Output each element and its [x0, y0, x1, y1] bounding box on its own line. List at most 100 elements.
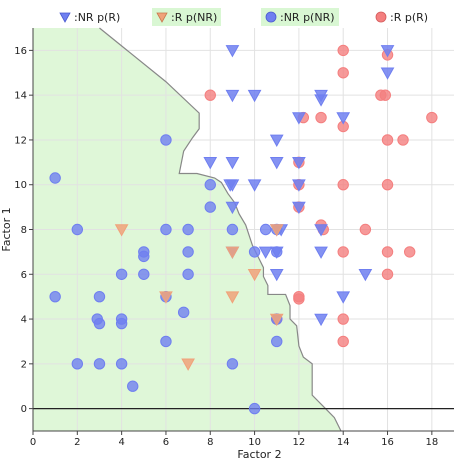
data-point-circle	[337, 44, 349, 57]
data-point-circle	[226, 223, 239, 236]
decision-boundary	[99, 27, 342, 432]
circle-icon	[265, 11, 277, 23]
data-point-triangle	[258, 246, 273, 259]
x-tick-label: 8	[207, 437, 213, 448]
data-point-circle	[93, 317, 106, 330]
data-point-circle	[379, 89, 392, 101]
data-point-triangle	[336, 291, 351, 304]
data-point-triangle	[225, 89, 240, 103]
data-point-circle	[93, 358, 106, 370]
data-point-circle	[337, 179, 349, 191]
legend-item-nr-pr: :NR p(R)	[55, 8, 124, 26]
data-point-triangle	[247, 179, 262, 192]
y-tick-label: 4	[21, 315, 27, 326]
data-point-circle	[337, 313, 349, 325]
data-point-triangle	[269, 157, 284, 170]
data-point-triangle	[380, 45, 395, 58]
data-point-circle	[160, 223, 172, 236]
data-point-circle	[115, 268, 128, 280]
data-point-triangle	[159, 291, 173, 304]
data-point-circle	[177, 306, 190, 319]
legend-label: :NR p(R)	[74, 10, 121, 24]
x-tick-label: 14	[337, 437, 350, 448]
y-tick-label: 8	[21, 225, 27, 236]
data-point-triangle	[292, 157, 306, 170]
legend-label: :R p(NR)	[171, 10, 218, 24]
x-tick-label: 18	[425, 437, 438, 448]
data-point-triangle	[380, 67, 395, 80]
data-point-triangle	[269, 313, 284, 327]
data-point-triangle	[314, 246, 328, 259]
data-point-triangle	[225, 246, 240, 259]
data-point-circle	[204, 89, 216, 101]
data-point-circle	[248, 402, 261, 415]
data-point-circle	[182, 223, 194, 236]
data-point-circle	[397, 134, 409, 146]
x-tick-label: 16	[381, 437, 394, 448]
data-point-circle	[49, 172, 61, 184]
x-tick-label: 10	[248, 437, 261, 448]
data-point-triangle	[225, 201, 240, 215]
data-point-circle	[381, 179, 394, 191]
data-point-triangle	[203, 157, 218, 170]
data-point-circle	[160, 134, 172, 146]
y-tick-label: 10	[14, 180, 27, 191]
data-point-circle	[204, 201, 216, 213]
x-tick-label: 4	[118, 437, 124, 448]
data-point-circle	[138, 250, 150, 263]
legend: :NR p(R) :R p(NR) :NR p(NR) :R p(R)	[0, 8, 454, 28]
y-axis-label: Factor 1	[0, 207, 13, 251]
data-point-triangle	[181, 358, 195, 371]
circle-icon	[375, 11, 387, 23]
data-point-triangle	[223, 179, 238, 192]
data-point-triangle	[225, 157, 240, 170]
data-point-circle	[49, 290, 61, 303]
triangle-down-icon	[59, 12, 71, 23]
data-point-circle	[337, 335, 349, 348]
data-point-triangle	[358, 268, 373, 282]
data-point-circle	[259, 223, 272, 236]
y-tick-label: 12	[14, 135, 27, 146]
y-tick-label: 14	[14, 91, 27, 102]
data-point-triangle	[269, 134, 284, 147]
data-point-circle	[248, 246, 261, 258]
data-point-triangle	[292, 201, 306, 215]
data-point-circle	[138, 268, 150, 280]
data-point-triangle	[114, 224, 129, 237]
data-point-circle	[337, 246, 349, 258]
data-point-triangle	[247, 89, 262, 103]
data-point-circle	[115, 317, 128, 330]
data-point-circle	[381, 134, 394, 146]
legend-item-nr-pnr: :NR p(NR)	[261, 8, 339, 26]
legend-label: :NR p(NR)	[280, 10, 335, 24]
data-point-circle	[226, 358, 239, 370]
x-tick-label: 6	[163, 437, 169, 448]
data-point-triangle	[292, 179, 306, 192]
legend-item-r-pnr: :R p(NR)	[152, 8, 222, 26]
data-point-triangle	[225, 45, 240, 58]
x-tick-label: 0	[30, 437, 36, 448]
data-point-circle	[182, 246, 194, 258]
x-tick-label: 2	[74, 437, 80, 448]
data-point-circle	[71, 358, 84, 370]
data-point-circle	[127, 380, 139, 392]
data-point-triangle	[247, 268, 262, 282]
data-point-triangle	[314, 94, 328, 107]
y-tick-label: 2	[21, 359, 27, 370]
data-point-circle	[115, 358, 128, 370]
data-point-circle	[426, 111, 438, 124]
triangle-down-icon	[156, 12, 168, 23]
data-point-circle	[71, 223, 84, 236]
y-tick-label: 0	[21, 404, 27, 415]
data-point-circle	[204, 179, 216, 191]
data-point-circle	[271, 335, 283, 348]
data-point-circle	[182, 268, 194, 280]
data-point-circle	[381, 268, 394, 280]
data-point-triangle	[269, 224, 284, 237]
y-tick-label: 16	[14, 46, 27, 57]
data-point-circle	[160, 335, 172, 348]
data-point-circle	[403, 246, 416, 258]
x-tick-label: 12	[293, 437, 306, 448]
x-axis-label: Factor 2	[237, 448, 281, 461]
